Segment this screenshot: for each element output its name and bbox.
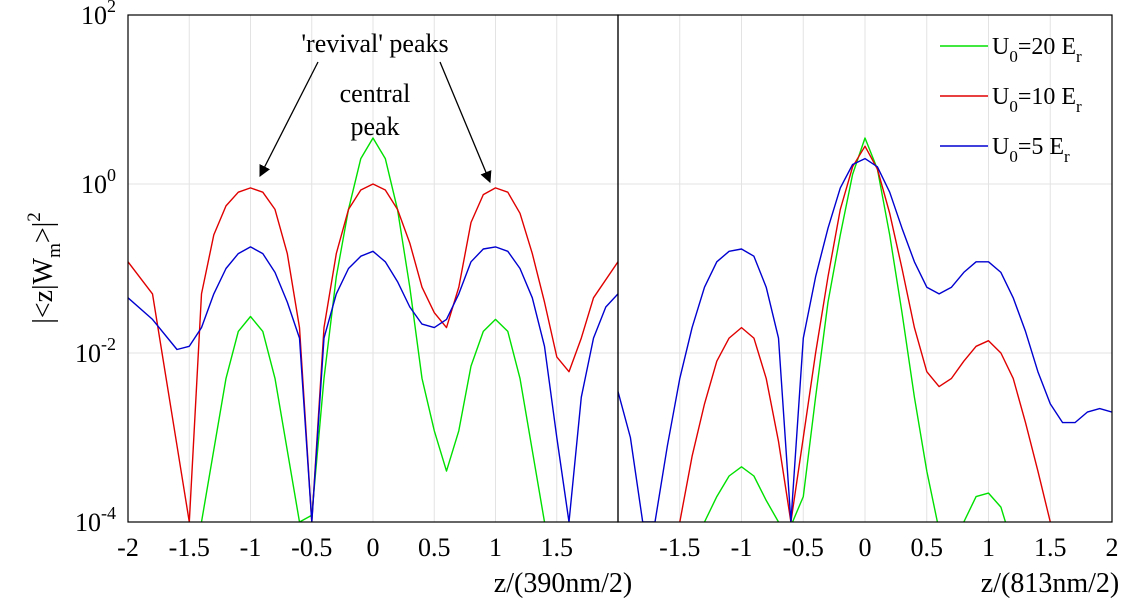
arrow-left-revival	[259, 61, 319, 178]
x-tick-label: -0.5	[291, 533, 332, 562]
x-tick-label: -2	[117, 533, 139, 562]
x-tick-label: 0.5	[418, 533, 451, 562]
series-group-right	[618, 137, 1112, 522]
x-tick-label: -1	[240, 533, 262, 562]
legend-entry: U0=20 Er	[992, 34, 1082, 66]
series-line-u0-20-er	[200, 137, 546, 522]
legend: U0=20 Er U0=10 Er U0=5 Er	[940, 34, 1082, 166]
x-axis-label-right: z/(813nm/2)	[981, 568, 1119, 599]
grid-right	[618, 14, 1113, 523]
y-tick-label: 100	[81, 165, 116, 199]
x-tick-label: -1	[731, 533, 753, 562]
series-line-u0-5-er	[128, 246, 618, 522]
legend-entry: U0=10 Er	[992, 84, 1082, 116]
x-tick-label: 1.5	[1034, 533, 1067, 562]
x-tick-label: 2	[1106, 533, 1119, 562]
x-tick-label: 1	[489, 533, 502, 562]
series-line-u0-5-er	[618, 157, 1112, 522]
y-axis-label: |<z|Wm>|2	[24, 212, 65, 324]
series-group-left	[128, 137, 618, 522]
x-tick-label: 1.5	[541, 533, 574, 562]
x-tick-labels-right: -1.5 -1 -0.5 0 0.5 1 1.5 2	[659, 533, 1118, 562]
annotation-peak: peak	[350, 112, 399, 141]
plot-area	[128, 15, 1112, 522]
series-line-u0-10-er	[128, 183, 618, 522]
y-tick-label: 10-2	[75, 334, 116, 368]
annotation-central: central	[340, 79, 411, 108]
x-tick-label: -0.5	[783, 533, 824, 562]
x-tick-label: -1.5	[169, 533, 210, 562]
x-tick-label: 0	[367, 533, 380, 562]
annotation-revival-peaks: 'revival' peaks	[301, 29, 448, 58]
y-tick-label: 10-4	[75, 503, 116, 537]
y-tick-label: 102	[81, 0, 116, 30]
x-tick-label: -1.5	[659, 533, 700, 562]
x-tick-labels-left: -2 -1.5 -1 -0.5 0 0.5 1 1.5	[117, 533, 573, 562]
axes-box-right	[617, 14, 1113, 523]
series-line-u0-10-er	[679, 145, 1051, 522]
x-tick-label: 0.5	[911, 533, 944, 562]
arrow-right-revival	[439, 61, 492, 184]
legend-entry: U0=5 Er	[992, 134, 1070, 166]
x-tick-label: 0	[859, 533, 872, 562]
x-tick-label: 1	[982, 533, 995, 562]
x-axis-label-left: z/(390nm/2)	[494, 568, 632, 599]
y-tick-labels: 102 100 10-2 10-4	[75, 0, 116, 537]
